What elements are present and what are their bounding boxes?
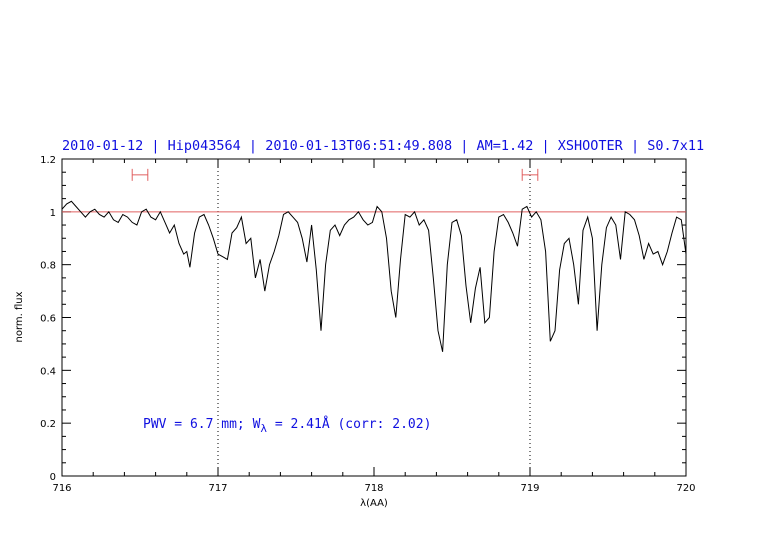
y-axis-label: norm. flux <box>14 291 25 342</box>
x-tick-label: 716 <box>52 483 71 494</box>
y-tick-label: 0.6 <box>40 314 56 325</box>
y-tick-label: 0 <box>50 472 56 483</box>
plot-area: 716 717 718 719 720 0 0.2 0.4 0.6 0.8 1 1.2 <box>40 155 695 494</box>
x-tick-label: 718 <box>364 483 383 494</box>
x-tick-label: 719 <box>520 483 539 494</box>
annotation-subscript: λ <box>260 422 267 435</box>
y-tick-label: 0.4 <box>40 366 56 377</box>
y-tick-label: 1 <box>50 208 56 219</box>
chart-title: 2010-01-12 | Hip043564 | 2010-01-13T06:5… <box>62 138 704 154</box>
annotation-prefix: PWV = 6.7 mm; W <box>143 417 261 432</box>
x-tick-label: 720 <box>676 483 695 494</box>
x-axis-label: λ(AA) <box>360 498 388 509</box>
y-tick-label: 1.2 <box>40 155 56 166</box>
y-tick-label: 0.2 <box>40 419 56 430</box>
x-tick-label: 717 <box>208 483 227 494</box>
annotation-suffix: = 2.41Å (corr: 2.02) <box>267 416 431 432</box>
spectrum-line <box>61 200 687 352</box>
y-tick-label: 0.8 <box>40 261 56 272</box>
pwv-annotation: PWV = 6.7 mm; Wλ = 2.41Å (corr: 2.02) <box>143 416 431 435</box>
